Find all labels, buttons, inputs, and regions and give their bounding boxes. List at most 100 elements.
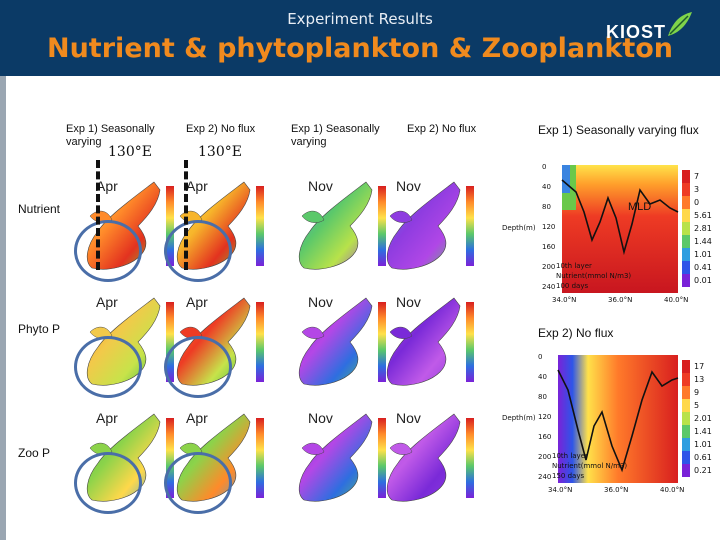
- colorbar-swatch: [682, 360, 690, 373]
- colorbar-tick: 2.01: [694, 414, 712, 423]
- colorbar-tick: 2.81: [694, 224, 712, 233]
- mld-line-exp1: [561, 179, 679, 256]
- y-tick: 160: [542, 243, 555, 251]
- colorbar-tick: 7: [694, 172, 699, 181]
- map-month-label: Apr: [186, 410, 208, 426]
- y-tick: 40: [538, 373, 547, 381]
- colorbar-tick: 1.44: [694, 237, 712, 246]
- colorbar-swatch: [682, 274, 690, 287]
- y-tick: 80: [542, 203, 551, 211]
- highlight-oval: [74, 452, 142, 514]
- y-axis-label: Depth(m): [502, 414, 536, 422]
- highlight-oval: [164, 336, 232, 398]
- row-label-zoo: Zoo P: [18, 446, 51, 460]
- colorbar-swatch: [682, 451, 690, 464]
- header-banner: [0, 0, 720, 76]
- colorbar-swatch: [682, 399, 690, 412]
- col-header-nov-exp1: Exp 1) Seasonally varying: [291, 123, 380, 148]
- section-exp1-field: [562, 165, 678, 293]
- meridian-line-2: [184, 160, 188, 270]
- col-header-apr-exp1: Exp 1) Seasonally varying: [66, 123, 155, 148]
- legend-text: 10th layer: [556, 262, 592, 270]
- section-exp2-title: Exp 2) No flux: [538, 326, 614, 340]
- colorbar-tick: 17: [694, 362, 704, 371]
- map-r2-c2: [298, 413, 373, 502]
- y-tick: 40: [542, 183, 551, 191]
- slide-supertitle: Experiment Results: [287, 10, 433, 28]
- colorbar-tick: 0.01: [694, 276, 712, 285]
- map-colorbar: [256, 418, 264, 498]
- colorbar-tick: 9: [694, 388, 699, 397]
- colorbar-swatch: [682, 196, 690, 209]
- map-month-label: Apr: [96, 410, 118, 426]
- colorbar-swatch: [682, 425, 690, 438]
- left-rail: [0, 76, 6, 540]
- y-tick: 200: [538, 453, 551, 461]
- colorbar-tick: 1.01: [694, 440, 712, 449]
- x-tick: 36.0°N: [604, 486, 628, 494]
- highlight-oval: [74, 336, 142, 398]
- map-month-label: Apr: [96, 178, 118, 194]
- meridian-line-1: [96, 160, 100, 270]
- legend-text: 10th layer: [552, 452, 588, 460]
- map-r1-c2: [298, 297, 373, 386]
- map-month-label: Apr: [96, 294, 118, 310]
- y-tick: 160: [538, 433, 551, 441]
- legend-text: Nutrient(mmol N/m3): [556, 272, 631, 280]
- slide-title: Nutrient & phytoplankton & Zooplankton: [46, 33, 674, 64]
- map-colorbar: [256, 186, 264, 266]
- colorbar-swatch: [682, 222, 690, 235]
- y-tick: 120: [538, 413, 551, 421]
- section-panel-exp2: 0 40 80 120 160 200 240 Depth(m) 17 13 9 5 2.01 1.41…: [502, 353, 712, 494]
- map-month-label: Apr: [186, 178, 208, 194]
- x-tick: 40.0°N: [664, 296, 688, 304]
- colorbar-tick: 3: [694, 185, 699, 194]
- map-month-label: Nov: [308, 294, 333, 310]
- colorbar-tick: 1.41: [694, 427, 712, 436]
- map-colorbar: [466, 186, 474, 266]
- colorbar-tick: 13: [694, 375, 704, 384]
- mld-label: MLD: [628, 201, 651, 213]
- y-tick: 240: [538, 473, 551, 481]
- highlight-oval: [74, 220, 142, 282]
- colorbar-tick: 0.41: [694, 263, 712, 272]
- colorbar-tick: 0: [694, 198, 699, 207]
- lon-label-2: 130°E: [198, 144, 242, 160]
- section-exp1-title: Exp 1) Seasonally varying flux: [538, 123, 699, 137]
- colorbar-tick: 5: [694, 401, 699, 410]
- map-month-label: Nov: [396, 294, 421, 310]
- colorbar-swatch: [682, 412, 690, 425]
- x-tick: 34.0°N: [548, 486, 572, 494]
- col-header-nov-exp2: Exp 2) No flux: [407, 123, 477, 135]
- colorbar-swatch: [682, 170, 690, 183]
- map-colorbar: [166, 186, 174, 266]
- colorbar-swatch: [682, 438, 690, 451]
- kiost-logo: KIOST: [606, 12, 692, 44]
- map-colorbar: [378, 302, 386, 382]
- colorbar-tick: 1.01: [694, 250, 712, 259]
- legend-text: Nutrient(mmol N/m3): [552, 462, 627, 470]
- y-axis-label: Depth(m): [502, 224, 536, 232]
- logo-text: KIOST: [606, 22, 667, 42]
- map-month-label: Nov: [396, 178, 421, 194]
- map-r0-c2: [298, 181, 373, 270]
- map-r2-c3: [386, 413, 461, 502]
- row-label-nutrient: Nutrient: [18, 202, 61, 216]
- map-month-label: Nov: [308, 410, 333, 426]
- colorbar-swatch: [682, 373, 690, 386]
- colorbar-swatch: [682, 209, 690, 222]
- map-month-label: Nov: [396, 410, 421, 426]
- y-tick: 80: [538, 393, 547, 401]
- x-tick: 34.0°N: [552, 296, 576, 304]
- y-tick: 200: [542, 263, 555, 271]
- y-tick: 0: [542, 163, 546, 171]
- x-tick: 40.0°N: [660, 486, 684, 494]
- legend-text: 150 days: [552, 472, 584, 480]
- legend-text: 100 days: [556, 282, 588, 290]
- col-header-apr-exp2: Exp 2) No flux: [186, 123, 256, 135]
- leaf-icon: [668, 12, 692, 36]
- map-colorbar: [466, 418, 474, 498]
- y-tick: 120: [542, 223, 555, 231]
- y-tick: 0: [538, 353, 542, 361]
- map-r0-c3: [386, 181, 461, 270]
